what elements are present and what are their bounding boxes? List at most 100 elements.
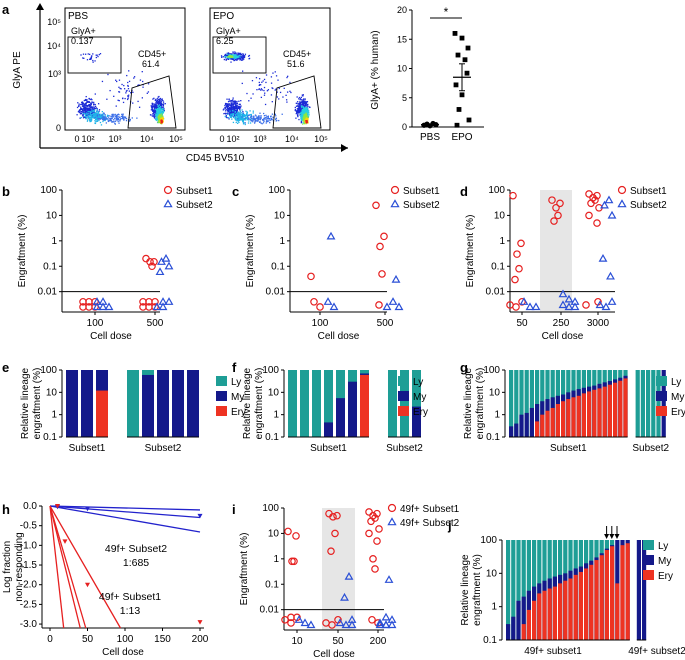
bar-ery bbox=[571, 397, 576, 437]
event bbox=[251, 79, 254, 82]
group-label: 49f+ subset1 bbox=[524, 646, 582, 657]
event bbox=[306, 119, 309, 121]
event bbox=[109, 119, 112, 122]
xlabel: Cell dose bbox=[102, 647, 144, 658]
ytick: 100 bbox=[268, 185, 285, 196]
event bbox=[304, 111, 306, 114]
event bbox=[121, 83, 123, 86]
xtick: 50 bbox=[516, 318, 528, 329]
event bbox=[82, 113, 84, 116]
legend-subset2-marker bbox=[163, 199, 173, 208]
subset1-point bbox=[556, 199, 564, 208]
ytick: 10 bbox=[268, 528, 280, 539]
event bbox=[107, 73, 109, 76]
event bbox=[90, 109, 92, 112]
event bbox=[114, 116, 116, 118]
event bbox=[243, 119, 245, 121]
event bbox=[258, 84, 260, 87]
event bbox=[90, 110, 92, 112]
legend-ly: Ly bbox=[671, 377, 681, 388]
event bbox=[153, 109, 155, 111]
event bbox=[159, 101, 161, 103]
event bbox=[229, 53, 231, 55]
event bbox=[152, 111, 155, 113]
event bbox=[147, 91, 150, 93]
event bbox=[224, 53, 227, 56]
event bbox=[308, 114, 310, 116]
event bbox=[305, 115, 307, 117]
event bbox=[124, 116, 127, 118]
fit-line bbox=[49, 505, 122, 629]
subset1-point bbox=[316, 303, 324, 311]
event bbox=[267, 120, 270, 122]
subset2-point bbox=[607, 210, 617, 219]
event bbox=[99, 114, 102, 116]
event bbox=[234, 112, 236, 115]
event bbox=[236, 108, 239, 111]
event bbox=[78, 103, 80, 105]
event bbox=[230, 112, 233, 114]
event bbox=[114, 120, 116, 122]
event bbox=[246, 92, 248, 95]
event bbox=[307, 105, 309, 108]
xtick: 150 bbox=[154, 634, 171, 645]
event bbox=[297, 113, 299, 115]
bar-ery bbox=[610, 546, 615, 640]
xtick: 50 bbox=[82, 634, 94, 645]
event bbox=[93, 110, 95, 112]
subset1-point bbox=[585, 211, 593, 220]
event bbox=[156, 116, 158, 118]
bar-ery bbox=[587, 391, 592, 437]
event bbox=[266, 116, 268, 118]
event bbox=[228, 104, 230, 106]
event bbox=[266, 118, 268, 120]
arrow-head bbox=[609, 534, 615, 539]
event bbox=[85, 95, 87, 98]
event bbox=[126, 74, 128, 77]
event bbox=[241, 59, 243, 61]
group-label: Subset1 bbox=[550, 443, 587, 454]
event bbox=[297, 107, 299, 110]
event bbox=[234, 59, 237, 61]
event bbox=[262, 118, 265, 120]
event bbox=[226, 103, 228, 105]
event bbox=[238, 119, 241, 122]
event bbox=[230, 107, 233, 110]
event bbox=[123, 84, 125, 87]
event bbox=[257, 120, 259, 122]
event bbox=[261, 89, 263, 91]
event bbox=[238, 106, 241, 109]
event bbox=[155, 106, 158, 108]
ytick: 100 bbox=[40, 365, 57, 376]
event bbox=[155, 119, 158, 122]
event bbox=[79, 111, 81, 113]
event bbox=[234, 109, 237, 112]
event bbox=[83, 112, 86, 115]
event bbox=[239, 57, 242, 60]
event bbox=[86, 101, 88, 104]
event bbox=[278, 119, 280, 122]
ytick: 100 bbox=[483, 365, 500, 376]
event bbox=[139, 79, 142, 81]
event bbox=[239, 56, 241, 58]
event bbox=[278, 98, 280, 100]
event bbox=[82, 117, 85, 119]
legend-subset1-marker bbox=[387, 503, 397, 513]
subset2-point bbox=[98, 302, 108, 311]
event bbox=[153, 115, 155, 117]
event bbox=[91, 112, 93, 115]
event bbox=[262, 122, 265, 124]
panel-letter: f bbox=[232, 360, 237, 375]
event bbox=[298, 101, 301, 103]
event bbox=[92, 59, 94, 62]
event bbox=[97, 110, 99, 113]
legend-swatch-ery bbox=[398, 406, 409, 416]
event bbox=[157, 98, 159, 101]
event bbox=[154, 106, 156, 108]
bar-ery bbox=[561, 401, 566, 437]
event bbox=[263, 94, 266, 96]
subset1-point bbox=[368, 615, 376, 624]
subset1-point bbox=[365, 529, 373, 538]
event bbox=[115, 105, 117, 107]
event bbox=[227, 104, 229, 106]
